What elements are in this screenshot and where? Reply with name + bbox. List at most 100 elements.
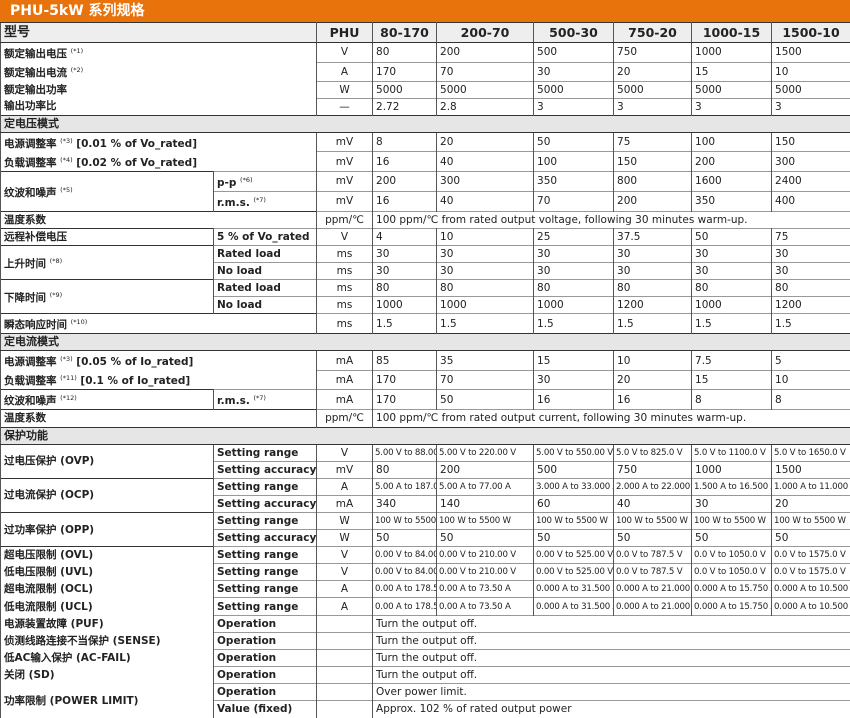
row-label: 瞬态响应时间 (*10) (1, 314, 317, 334)
value-cell: 0.000 A to 21.000 A (614, 598, 692, 615)
row-label: 关闭 (SD) (1, 666, 214, 683)
row-label: 超电流限制 (OCL) (1, 581, 214, 598)
footnote-marker: (*4) (60, 156, 72, 164)
value-cell: 40 (614, 495, 692, 512)
row-sublabel-text: r.m.s. (217, 395, 250, 407)
value-cell: 15 (534, 351, 614, 371)
unit-cell: mA (317, 351, 373, 371)
value-cell: 30 (692, 263, 772, 280)
unit-cell: V (317, 43, 373, 63)
value-cell: 200 (692, 152, 772, 172)
value-cell: 10 (772, 62, 850, 81)
value-cell: 750 (614, 461, 692, 478)
section-heading: 保护功能 (1, 427, 850, 444)
row-label-text: 上升时间 (4, 258, 46, 270)
value-cell: 0.00 A to 73.50 A (437, 581, 534, 598)
value-cell: 0.00 A to 73.50 A (437, 598, 534, 615)
row-sublabel-text: Rated load (217, 248, 281, 260)
value-cell: 10 (614, 351, 692, 371)
value-cell: 50 (373, 530, 437, 547)
value-cell: 140 (437, 495, 534, 512)
row-sublabel-text: p-p (217, 177, 236, 189)
value-cell: 35 (437, 351, 534, 371)
row-sublabel-text: Operation (217, 635, 276, 647)
row-sublabel: Setting range (214, 478, 317, 495)
value-cell: 2.8 (437, 98, 534, 115)
unit-cell: V (317, 444, 373, 461)
row-sublabel-text: No load (217, 265, 262, 277)
value-cell: 10 (437, 228, 534, 245)
value-cell: 2400 (772, 171, 850, 191)
value-cell: 1.5 (437, 314, 534, 334)
row-sublabel-text: Setting range (217, 447, 298, 459)
value-cell: 750 (614, 43, 692, 63)
value-cell: 50 (534, 132, 614, 152)
unit-cell: W (317, 81, 373, 98)
value-cell: 0.000 A to 10.500 A (772, 598, 850, 615)
value-cell: 1000 (534, 297, 614, 314)
row-sublabel-text: Setting accuracy (217, 498, 316, 510)
row-sublabel: p-p (*6) (214, 171, 317, 191)
row-sublabel: 5 % of Vo_rated (214, 228, 317, 245)
row-sublabel-text: Operation (217, 669, 276, 681)
value-cell: 3 (692, 98, 772, 115)
value-cell: 8 (692, 390, 772, 410)
model-column-header: 500-30 (534, 23, 614, 43)
value-cell: 350 (534, 171, 614, 191)
row-sublabel-text: Value (fixed) (217, 703, 292, 715)
row-sublabel: Operation (214, 632, 317, 649)
value-cell: 10 (772, 370, 850, 390)
value-cell: 80 (534, 280, 614, 297)
value-cell: 5.00 A to 187.00 A (373, 478, 437, 495)
row-sublabel: Setting accuracy (214, 495, 317, 512)
table-title: PHU-5kW 系列规格 (0, 0, 850, 22)
unit-cell: V (317, 228, 373, 245)
value-cell: 0.000 A to 10.500 A (772, 581, 850, 598)
value-cell: 4 (373, 228, 437, 245)
value-cell: 340 (373, 495, 437, 512)
row-sublabel: Setting range (214, 444, 317, 461)
value-cell: 50 (692, 530, 772, 547)
model-column-header: 200-70 (437, 23, 534, 43)
footnote-marker: (*12) (60, 394, 77, 402)
value-cell: 30 (692, 495, 772, 512)
unit-cell (317, 649, 373, 666)
unit-cell: A (317, 581, 373, 598)
value-cell: 0.000 A to 31.500 A (534, 598, 614, 615)
value-cell: 200 (614, 191, 692, 211)
value-cell: 5.00 V to 220.00 V (437, 444, 534, 461)
value-cell: 0.00 V to 525.00 V (534, 547, 614, 564)
value-cell: 5000 (534, 81, 614, 98)
unit-cell: ms (317, 280, 373, 297)
row-label-text: 过电压保护 (OVP) (4, 455, 94, 467)
row-sublabel-text: 5 % of Vo_rated (217, 231, 310, 243)
unit-cell: V (317, 547, 373, 564)
row-sublabel-text: Setting range (217, 601, 298, 613)
row-sublabel-text: r.m.s. (217, 197, 250, 209)
value-cell: 150 (614, 152, 692, 172)
value-cell: 5000 (692, 81, 772, 98)
value-cell: 1500 (772, 461, 850, 478)
row-sublabel-text: Setting accuracy (217, 532, 316, 544)
row-label: 过电流保护 (OCP) (1, 478, 214, 512)
unit-cell: mA (317, 495, 373, 512)
value-cell: 1600 (692, 171, 772, 191)
footnote-marker: (*10) (71, 318, 88, 326)
value-cell: 0.00 A to 178.50 A (373, 581, 437, 598)
unit-cell (317, 615, 373, 632)
footnote-marker: (*9) (50, 291, 62, 299)
row-label: 额定输出电流 (*2) (1, 62, 317, 81)
model-column-header: 1500-10 (772, 23, 850, 43)
value-cell: 100 W to 5500 W (437, 513, 534, 530)
row-label-text: 负载调整率 (4, 157, 57, 169)
